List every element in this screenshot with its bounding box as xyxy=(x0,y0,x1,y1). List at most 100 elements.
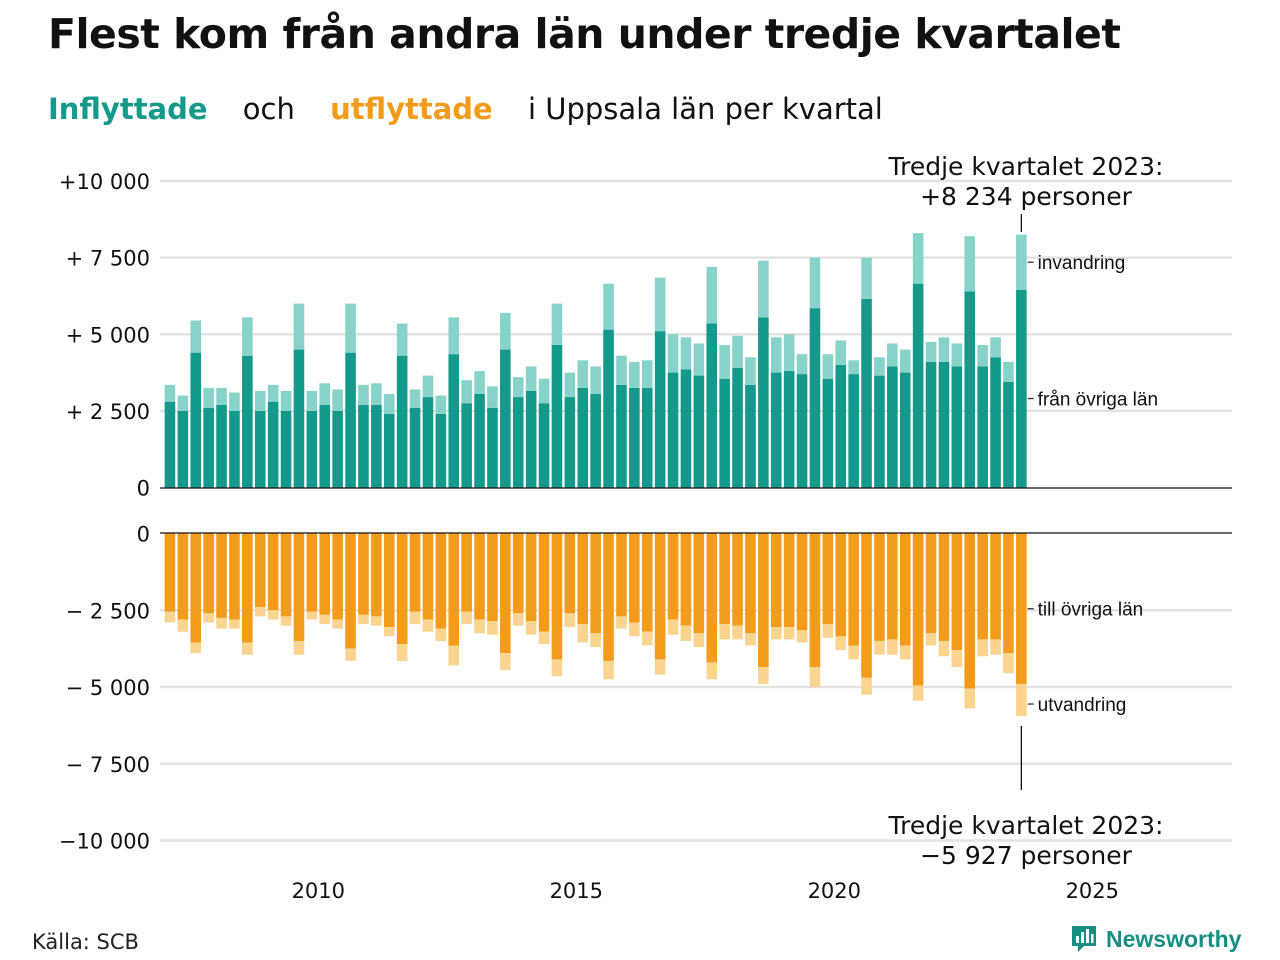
bar-out-emigration xyxy=(732,625,743,640)
bar-out-domestic xyxy=(538,533,550,632)
bar-in-immigration xyxy=(242,317,253,356)
bar-out-emigration xyxy=(216,617,227,629)
bar-out-domestic xyxy=(1003,533,1014,654)
bar-in-domestic xyxy=(538,403,550,488)
bar-in-immigration xyxy=(861,257,872,300)
bar-in-immigration xyxy=(461,380,472,404)
bar-in-immigration xyxy=(848,360,859,375)
bar-in-domestic xyxy=(448,354,460,488)
bar-in-immigration xyxy=(448,317,460,355)
bar-in-immigration xyxy=(525,366,537,391)
bar-in-domestic xyxy=(242,355,253,488)
bar-in-domestic xyxy=(319,404,331,488)
bar-out-domestic xyxy=(358,533,369,615)
bar-in-domestic xyxy=(293,349,305,488)
bar-in-domestic xyxy=(409,407,421,488)
bar-out-domestic xyxy=(500,533,511,654)
bar-out-domestic xyxy=(242,533,253,643)
series-labels: invandring från övriga län till övriga län… xyxy=(1027,253,1158,716)
bar-in-domestic xyxy=(745,384,756,488)
bar-out-domestic xyxy=(822,533,834,625)
bar-in-domestic xyxy=(861,299,872,488)
bar-in-immigration xyxy=(512,377,524,398)
bar-out-domestic xyxy=(861,533,872,678)
bar-out-domestic xyxy=(925,533,937,634)
bar-in-domestic xyxy=(887,366,898,488)
bar-in-domestic xyxy=(770,372,782,488)
x-tick-label: 2020 xyxy=(808,879,861,903)
y-tick-label-bottom: − 5 000 xyxy=(66,676,150,700)
bar-out-domestic xyxy=(422,533,434,620)
bar-out-emigration xyxy=(590,633,601,648)
bar-out-emigration xyxy=(758,667,769,684)
bar-out-emigration xyxy=(796,630,808,643)
bar-in-immigration xyxy=(422,375,434,398)
bar-in-immigration xyxy=(629,361,640,388)
bar-out-domestic xyxy=(474,533,485,620)
bar-in-domestic xyxy=(603,329,614,488)
bar-in-immigration xyxy=(706,266,718,324)
bar-in-immigration xyxy=(770,337,782,373)
bar-out-domestic xyxy=(448,533,460,646)
bar-in-domestic xyxy=(500,349,511,488)
y-tick-label-top: + 5 000 xyxy=(66,323,150,347)
bar-out-domestic xyxy=(371,533,382,617)
bar-out-emigration xyxy=(448,645,460,666)
bar-out-domestic xyxy=(254,533,266,608)
bar-in-domestic xyxy=(229,410,240,488)
bar-out-domestic xyxy=(719,533,730,625)
bar-out-emigration xyxy=(770,627,782,640)
bar-out-emigration xyxy=(616,616,627,629)
bar-in-immigration xyxy=(732,335,743,368)
bar-out-emigration xyxy=(525,620,537,635)
brand-name: Newsworthy xyxy=(1106,925,1242,952)
bar-in-domestic xyxy=(938,361,950,488)
bar-in-domestic xyxy=(371,404,382,488)
bar-in-domestic xyxy=(345,352,356,488)
bar-out-domestic xyxy=(164,533,176,612)
bar-in-immigration xyxy=(874,357,885,376)
bar-in-immigration xyxy=(667,334,679,373)
y-tick-label-bottom: − 7 500 xyxy=(66,753,150,777)
bar-in-domestic xyxy=(525,390,537,488)
bar-out-domestic xyxy=(887,533,898,640)
bar-in-immigration xyxy=(912,233,924,284)
bar-in-domestic xyxy=(796,374,808,488)
bar-in-immigration xyxy=(319,383,331,405)
subtitle-inflows: Inflyttade xyxy=(48,92,208,126)
bar-in-domestic xyxy=(551,344,563,488)
bar-out-domestic xyxy=(641,533,653,632)
bar-in-domestic xyxy=(1003,381,1014,488)
bar-in-immigration xyxy=(409,389,421,408)
bar-in-immigration xyxy=(745,357,756,385)
bar-out-domestic xyxy=(551,533,563,660)
bar-out-emigration xyxy=(887,639,898,655)
bar-out-emigration xyxy=(267,610,279,620)
bar-in-domestic xyxy=(1016,289,1027,488)
bar-in-domestic xyxy=(693,375,705,488)
bar-in-immigration xyxy=(925,341,937,362)
bar-out-emigration xyxy=(512,613,524,626)
bar-in-immigration xyxy=(719,344,730,379)
bar-out-emigration xyxy=(383,627,395,637)
bar-out-domestic xyxy=(770,533,782,628)
bar-out-domestic xyxy=(229,533,240,620)
bar-out-emigration xyxy=(938,640,950,657)
bar-in-immigration xyxy=(474,371,485,395)
bar-in-domestic xyxy=(461,403,472,488)
bar-out-domestic xyxy=(990,533,1001,640)
bar-out-emigration xyxy=(500,653,511,671)
bar-in-domestic xyxy=(706,323,718,488)
bar-in-immigration xyxy=(616,355,627,385)
bar-in-domestic xyxy=(835,364,847,488)
bar-in-domestic xyxy=(977,366,988,488)
bar-out-emigration xyxy=(835,636,847,651)
bar-out-domestic xyxy=(319,533,331,615)
annotation-top-line1: Tredje kvartalet 2023: xyxy=(888,152,1164,181)
bar-out-domestic xyxy=(654,533,666,660)
bar-in-immigration xyxy=(822,354,834,379)
bar-out-emigration xyxy=(861,677,872,695)
bar-out-domestic xyxy=(590,533,601,634)
y-tick-label-bottom: −10 000 xyxy=(59,830,150,854)
bar-out-emigration xyxy=(319,614,331,625)
